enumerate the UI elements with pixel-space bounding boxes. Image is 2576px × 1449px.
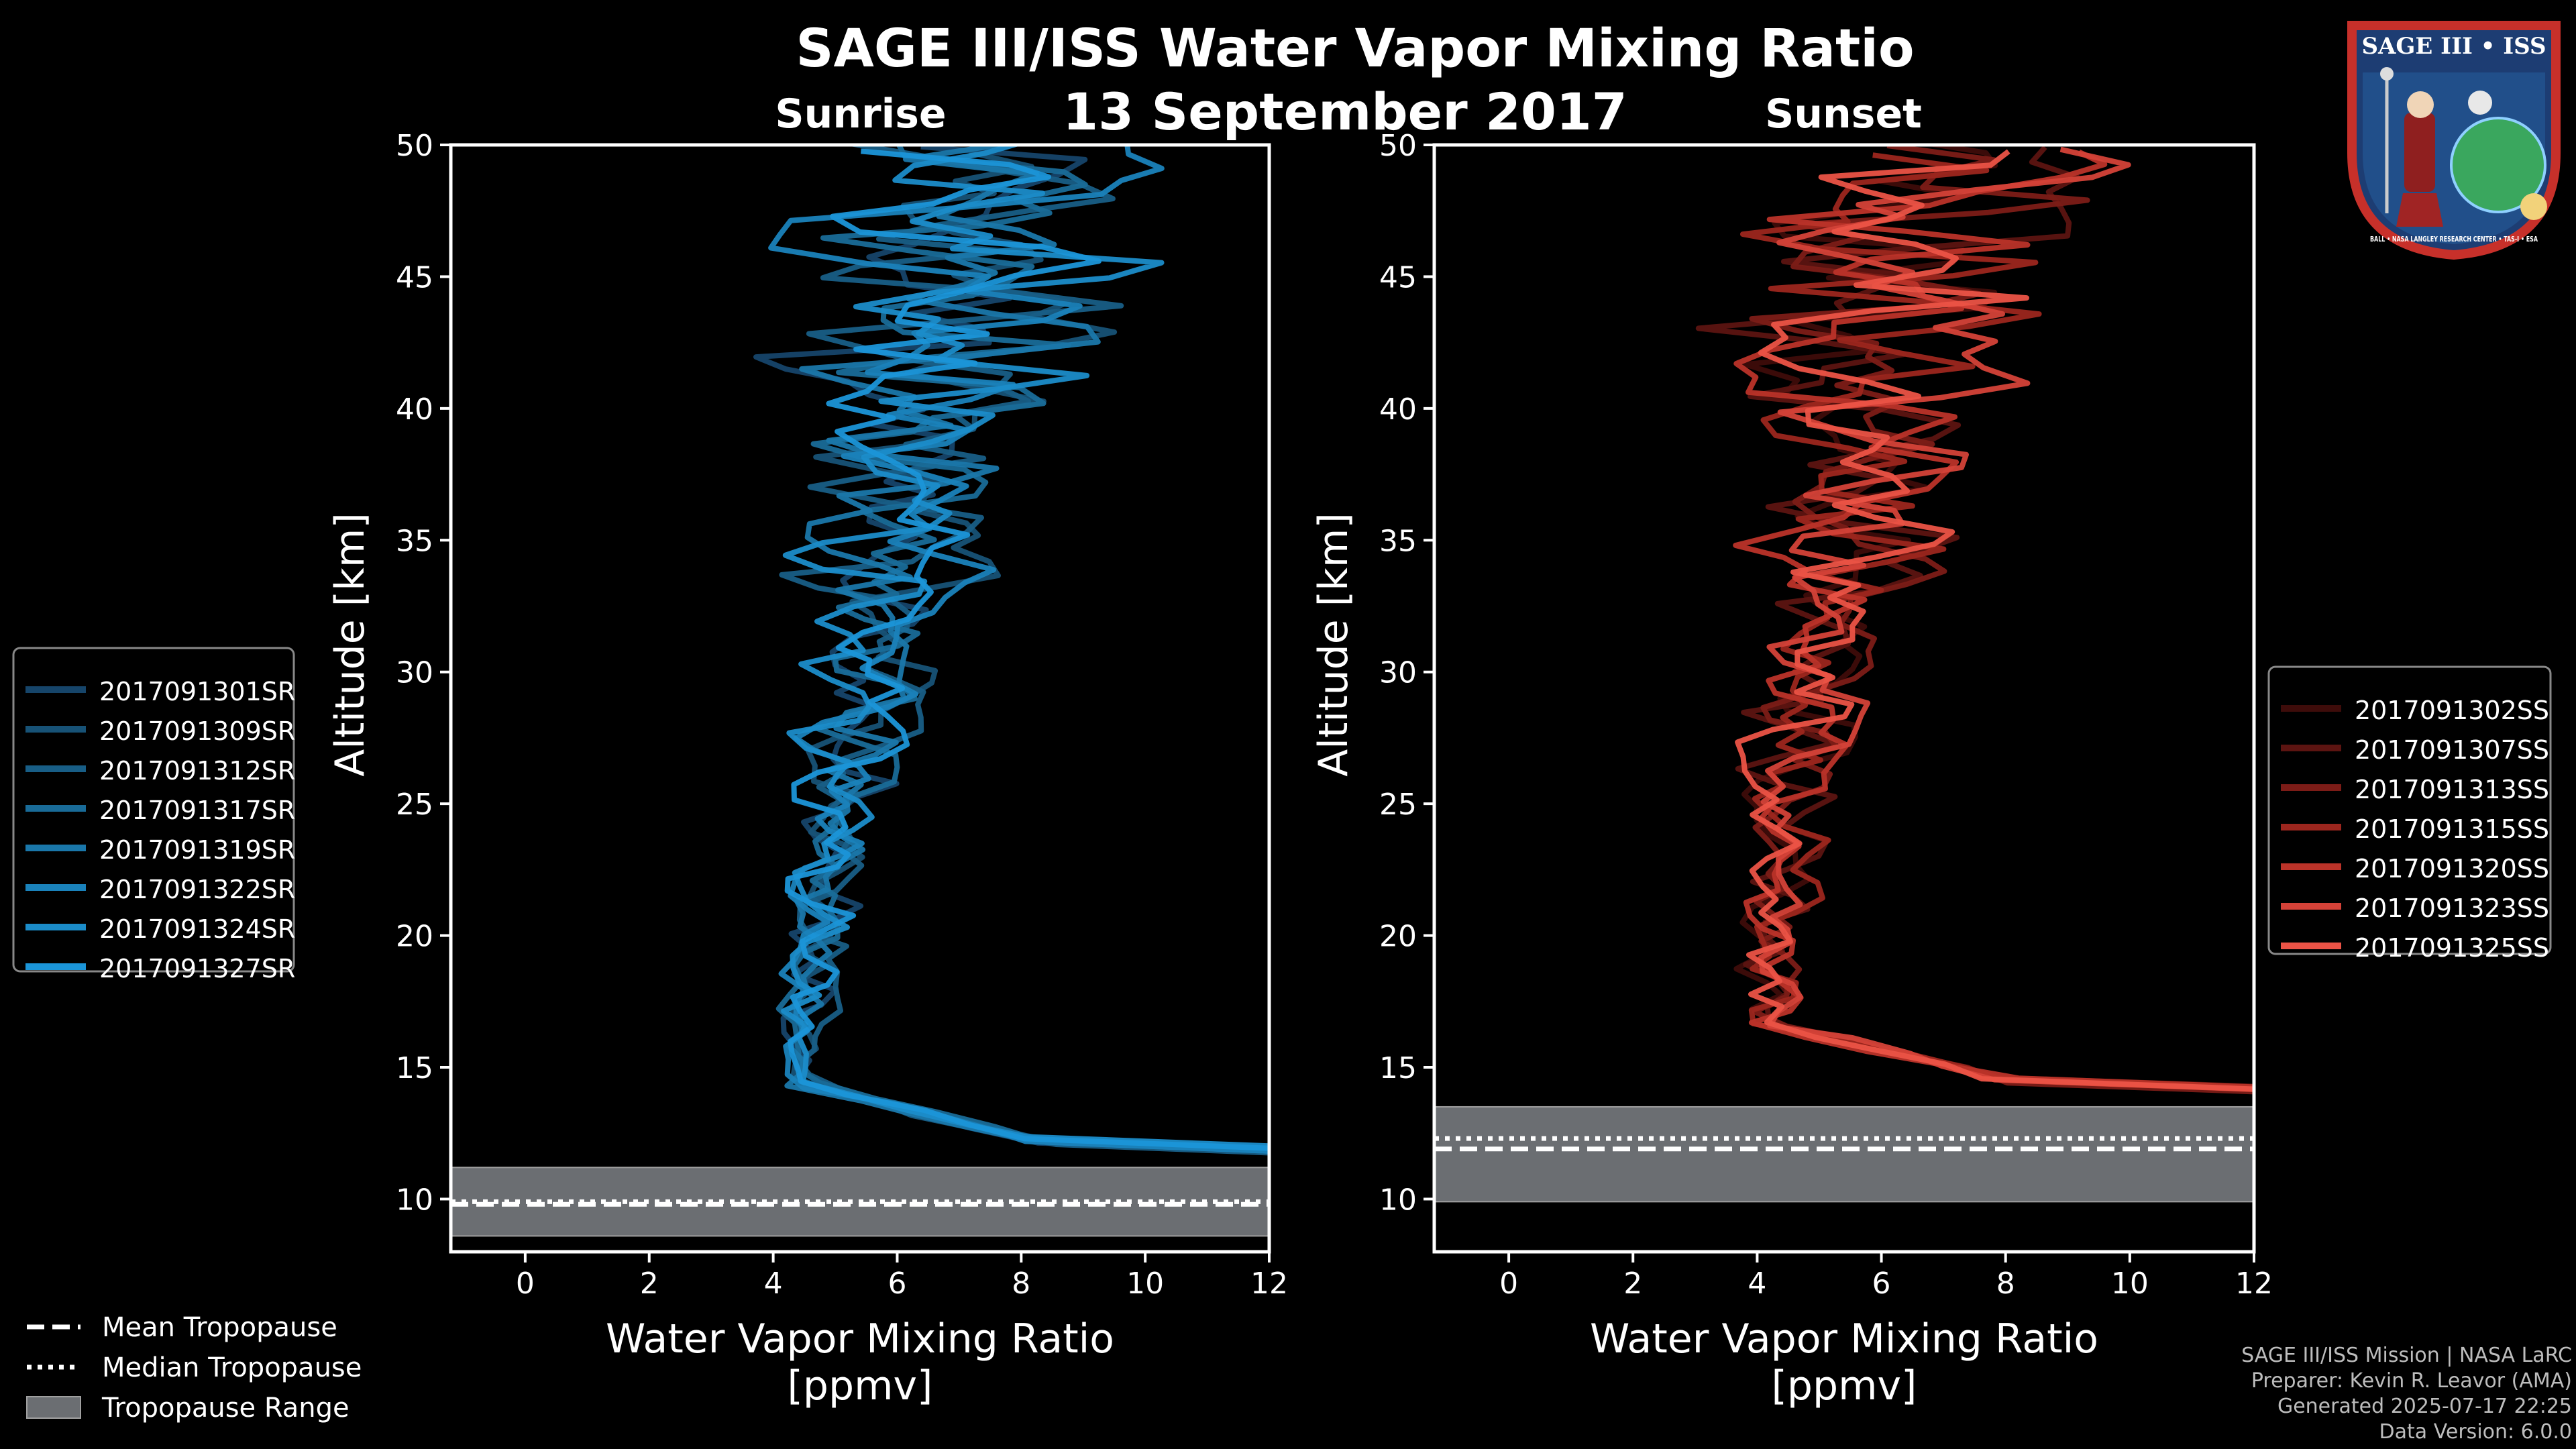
chart-panel-sunset: 10 15 20 25 30 35 40 45 50 0 2 4 6 8 10 12 Water Vapor M…	[1310, 129, 2273, 1409]
plot-frame	[1432, 143, 2256, 1254]
x-tick-label-12: 12	[2235, 1267, 2273, 1301]
y-tick-label-25: 25	[1379, 788, 1417, 822]
date-title: 13 September 2017	[1063, 82, 1627, 142]
legend-entry-label: 2017091307SS	[2355, 735, 2549, 765]
x-tick-label-6: 6	[888, 1267, 906, 1301]
legend-entry-label: 2017091322SR	[99, 875, 295, 904]
legend-entry-label: 2017091315SS	[2355, 814, 2549, 844]
y-axis-label: Altitude [km]	[1310, 513, 1357, 777]
x-tick-label-2: 2	[640, 1267, 659, 1301]
x-tick-label-0: 0	[516, 1267, 535, 1301]
legend-entry-label: 2017091312SR	[99, 756, 295, 786]
legend-entry-label: 2017091309SR	[99, 716, 295, 746]
x-tick-label-10: 10	[2111, 1267, 2149, 1301]
footer-mission: SAGE III/ISS Mission | NASA LaRC	[2241, 1344, 2572, 1367]
x-tick-label-10: 10	[1126, 1267, 1164, 1301]
y-tick-label-35: 35	[1379, 524, 1417, 558]
footer-version: Data Version: 6.0.0	[2379, 1420, 2572, 1444]
profile-line-2017091323SS	[1758, 146, 2254, 1092]
y-tick-label-10: 10	[1379, 1183, 1417, 1217]
tropopause-legend-label: Mean Tropopause	[102, 1312, 337, 1343]
tropopause-legend-label: Median Tropopause	[102, 1352, 362, 1383]
sage-mission-logo: SAGE III • ISS BALL • NASA LANGLEY RESEA…	[2347, 21, 2561, 260]
y-tick-label-50: 50	[1379, 129, 1417, 163]
x-tick-label-12: 12	[1250, 1267, 1288, 1301]
chart-panel-sunrise: 10 15 20 25 30 35 40 45 50 0 2 4 6 8 10 12 Water Vapor M…	[327, 129, 1288, 1409]
profile-line-2017091312SR	[779, 145, 1269, 1156]
y-tick-label-15: 15	[396, 1051, 433, 1085]
x-tick-label-0: 0	[1499, 1267, 1518, 1301]
panel-title-sunset: Sunset	[1765, 91, 1922, 138]
y-tick-label-35: 35	[396, 524, 433, 558]
plot-area	[451, 145, 1269, 1237]
logo-title-text: SAGE III • ISS	[2361, 33, 2546, 60]
tropopause-range-swatch	[26, 1396, 81, 1419]
y-tick-label-30: 30	[396, 656, 433, 690]
y-tick-label-20: 20	[396, 920, 433, 954]
legend-entry-label: 2017091301SR	[99, 677, 295, 706]
legend-entry-label: 2017091325SS	[2355, 933, 2549, 963]
y-tick-label-50: 50	[396, 129, 433, 163]
plot-frame	[449, 143, 1271, 1254]
x-axis-label: Water Vapor Mixing Ratio	[1590, 1316, 2098, 1362]
logo-ring-text: BALL • NASA LANGLEY RESEARCH CENTER • TA…	[2370, 235, 2538, 244]
panel-title-sunrise: Sunrise	[775, 91, 946, 138]
legend-entry-label: 2017091323SS	[2355, 894, 2549, 923]
profile-line-2017091302SS	[1733, 145, 2254, 1091]
profile-line-2017091327SR	[784, 148, 1269, 1151]
x-tick-label-2: 2	[1623, 1267, 1642, 1301]
legend-entry-label: 2017091327SR	[99, 954, 295, 983]
footer-preparer: Preparer: Kevin R. Leavor (AMA)	[2251, 1369, 2572, 1393]
legend-entry-label: 2017091302SS	[2355, 696, 2549, 725]
profile-line-2017091324SR	[781, 145, 1269, 1149]
tropopause-range-band	[1434, 1106, 2254, 1203]
tropopause-legend: Mean Tropopause Median Tropopause Tropopau…	[26, 1312, 362, 1424]
legend-entry-label: 2017091317SR	[99, 796, 295, 825]
y-tick-label-45: 45	[396, 260, 433, 294]
x-axis-unit-label: [ppmv]	[1772, 1362, 1917, 1409]
profile-line-2017091301SR	[753, 145, 1269, 1154]
y-tick-label-40: 40	[396, 392, 433, 427]
footer-credits: SAGE III/ISS Mission | NASA LaRC Prepare…	[2241, 1343, 2572, 1445]
y-tick-label-20: 20	[1379, 920, 1417, 954]
legend-box	[2267, 665, 2552, 955]
y-tick-label-15: 15	[1379, 1051, 1417, 1085]
y-tick-label-30: 30	[1379, 656, 1417, 690]
x-tick-label-6: 6	[1872, 1267, 1891, 1301]
legend-sunrise: 2017091301SR 2017091309SR 2017091312SR 2017…	[12, 647, 295, 983]
legend-entry-label: 2017091313SS	[2355, 775, 2549, 804]
tropopause-legend-label: Tropopause Range	[101, 1393, 350, 1424]
legend-entry-label: 2017091320SS	[2355, 854, 2549, 883]
plot-area	[1434, 145, 2254, 1203]
main-title: SAGE III/ISS Water Vapor Mixing Ratio	[796, 19, 1915, 79]
y-tick-label-45: 45	[1379, 260, 1417, 294]
legend-sunset: 2017091302SS 2017091307SS 2017091313SS 2017…	[2267, 665, 2552, 963]
footer-generated: Generated 2025-07-17 22:25	[2277, 1395, 2572, 1418]
x-axis-label: Water Vapor Mixing Ratio	[606, 1316, 1114, 1362]
profile-line-2017091325SS	[1735, 149, 2254, 1092]
x-tick-label-8: 8	[1996, 1267, 2015, 1301]
y-tick-label-25: 25	[396, 788, 433, 822]
x-axis-unit-label: [ppmv]	[788, 1362, 933, 1409]
x-tick-label-4: 4	[764, 1267, 783, 1301]
x-tick-label-4: 4	[1748, 1267, 1766, 1301]
legend-entry-label: 2017091319SR	[99, 835, 295, 865]
y-tick-label-10: 10	[396, 1183, 433, 1217]
legend-entry-label: 2017091324SR	[99, 914, 295, 944]
y-axis-label: Altitude [km]	[327, 513, 374, 777]
y-tick-label-40: 40	[1379, 392, 1417, 427]
x-tick-label-8: 8	[1012, 1267, 1030, 1301]
